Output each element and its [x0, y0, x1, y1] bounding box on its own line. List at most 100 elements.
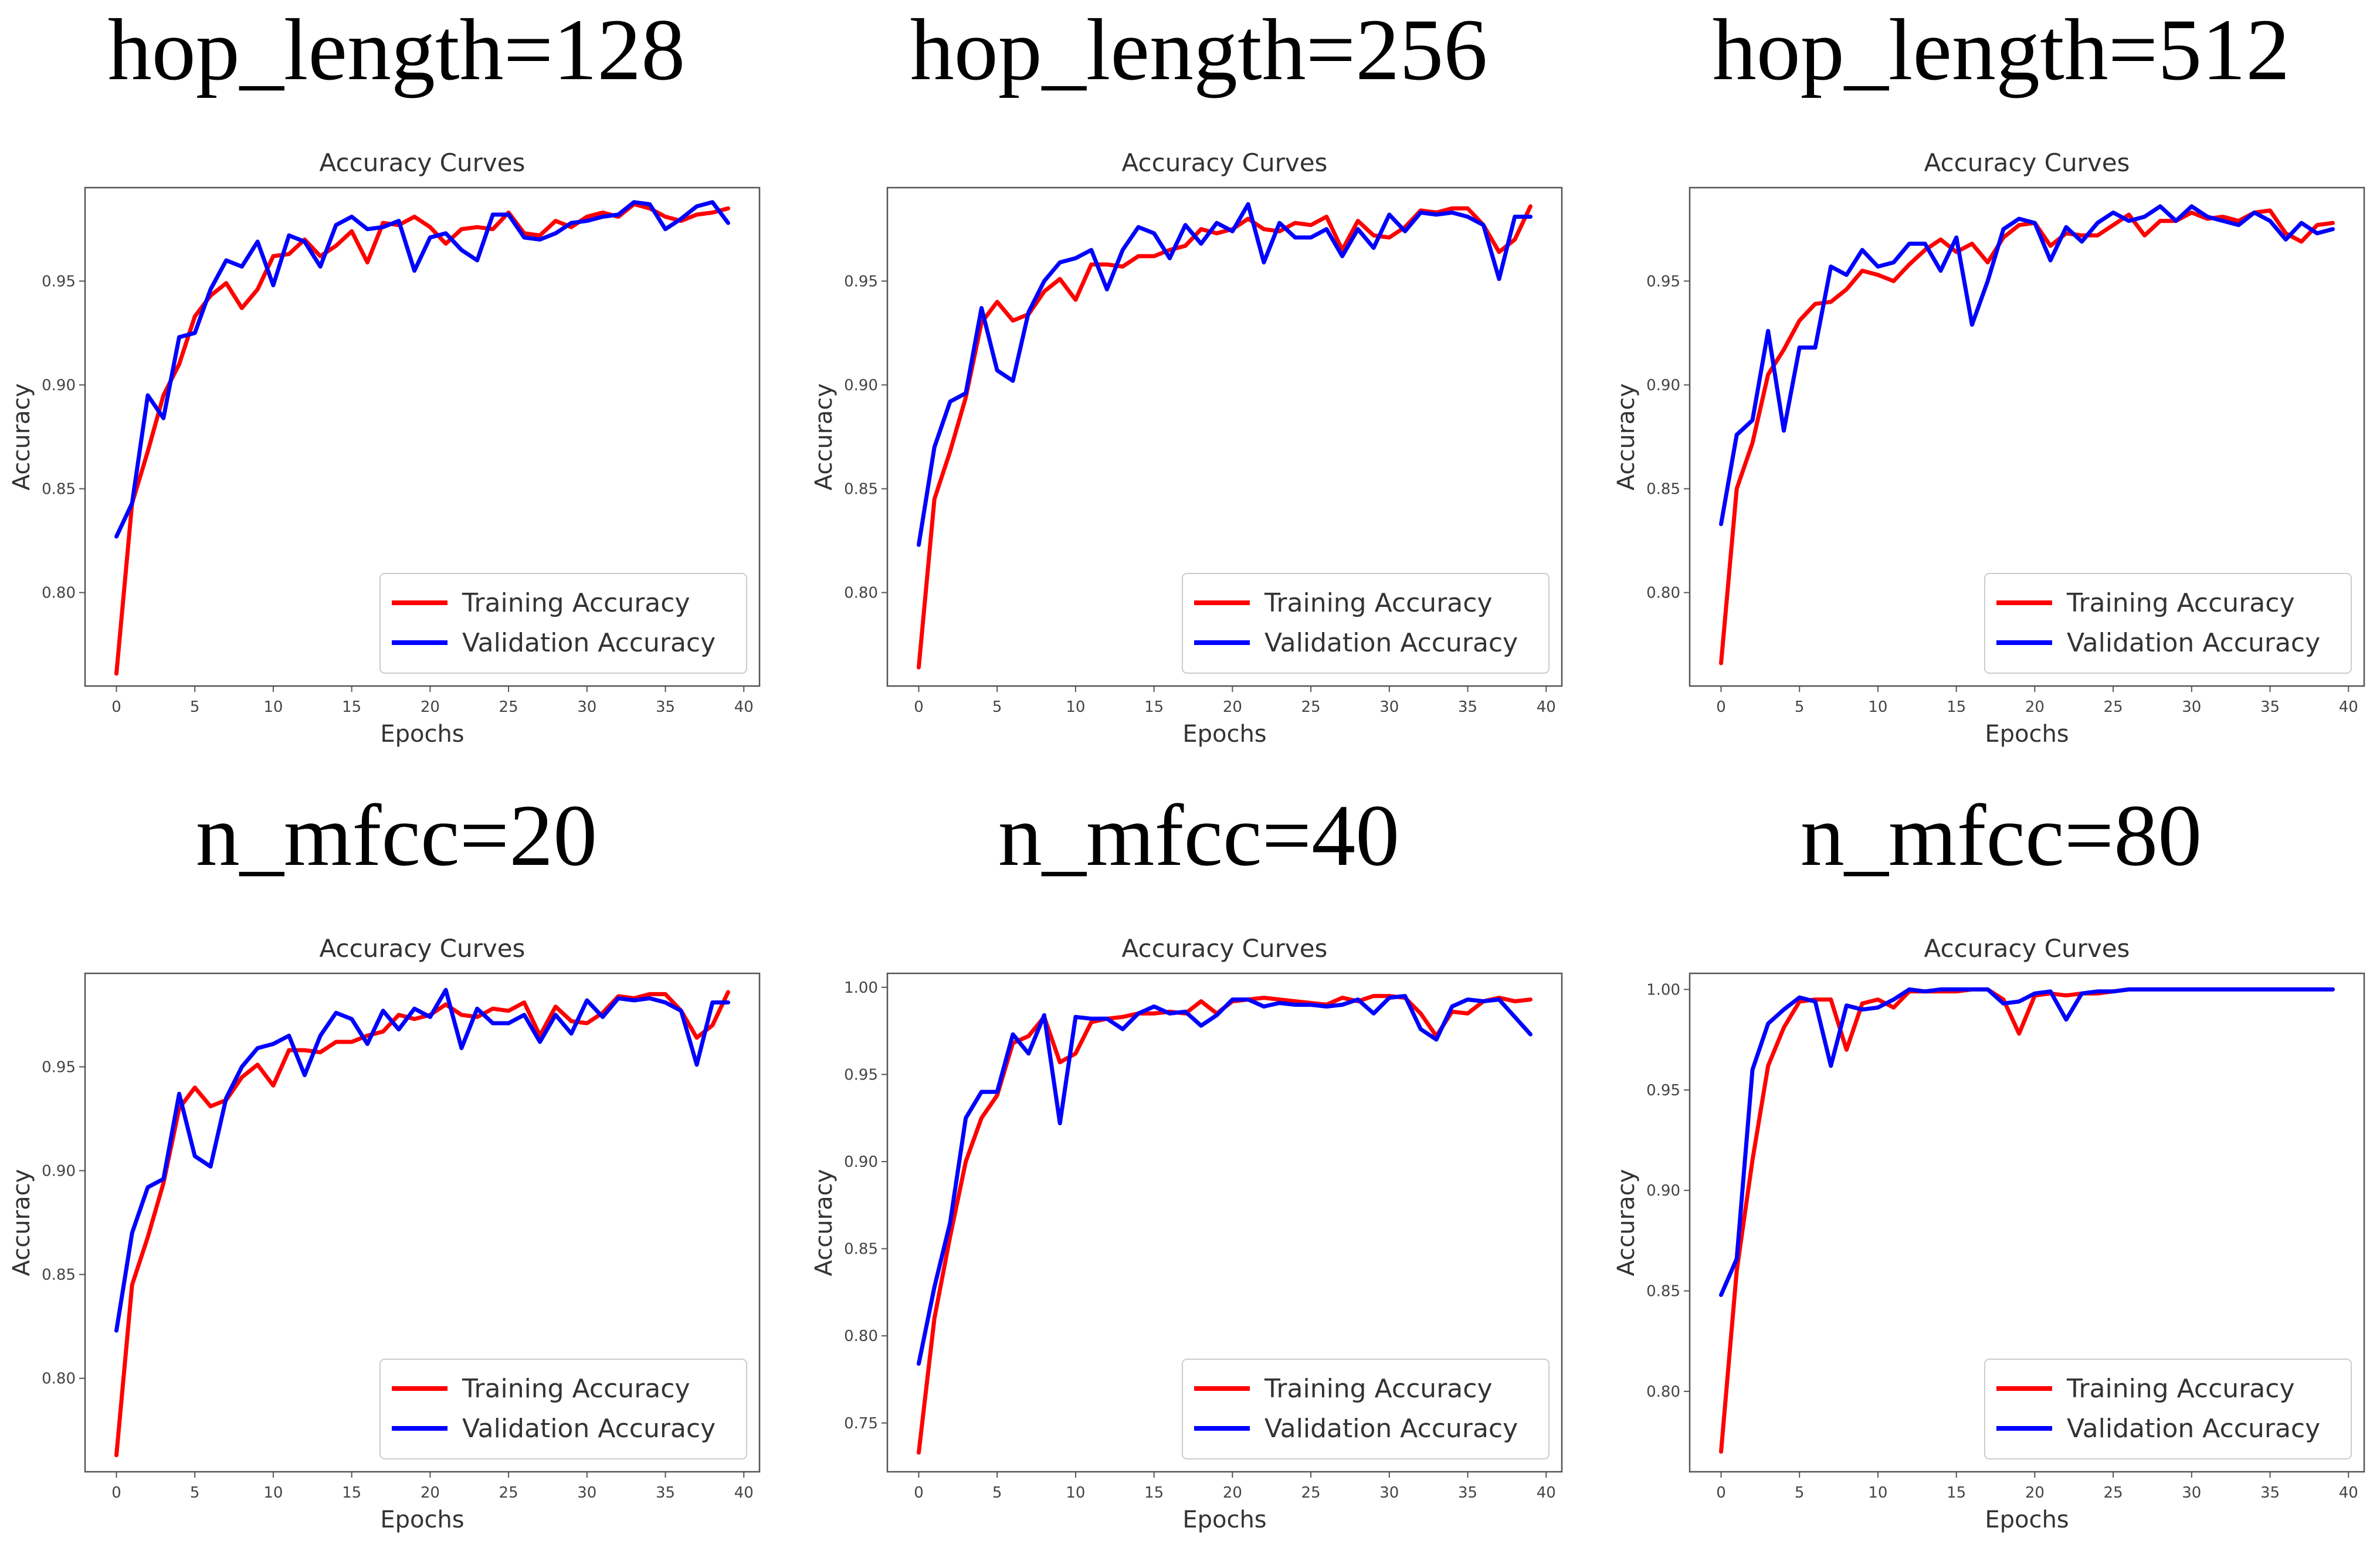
legend-label: Validation Accuracy — [462, 1414, 716, 1444]
y-tick-label: 0.90 — [844, 376, 878, 394]
panel-title: n_mfcc=80 — [1800, 787, 2202, 884]
y-axis-label: Accuracy — [1613, 1169, 1640, 1277]
y-axis-label: Accuracy — [811, 1169, 838, 1277]
y-tick-label: 0.95 — [844, 1066, 878, 1084]
x-tick-label: 40 — [734, 1484, 754, 1502]
y-tick-label: 0.90 — [1646, 376, 1680, 394]
legend-label: Training Accuracy — [1264, 1374, 1492, 1404]
y-tick-label: 0.95 — [844, 273, 878, 290]
y-tick-label: 0.90 — [1646, 1182, 1680, 1200]
x-tick-label: 25 — [2104, 1484, 2123, 1502]
legend-label: Validation Accuracy — [2067, 1414, 2320, 1444]
x-tick-label: 5 — [992, 698, 1002, 716]
y-tick-label: 0.85 — [42, 1267, 76, 1284]
x-tick-label: 0 — [111, 1484, 121, 1502]
y-tick-label: 0.85 — [1646, 1283, 1680, 1301]
y-tick-label: 0.80 — [42, 585, 76, 602]
legend-label: Training Accuracy — [462, 1374, 690, 1404]
series-line — [114, 200, 730, 539]
x-axis-label: Epochs — [1985, 1506, 2069, 1533]
legend-label: Validation Accuracy — [1264, 1414, 1518, 1444]
legend-label: Training Accuracy — [462, 588, 690, 618]
x-tick-label: 20 — [1223, 1484, 1242, 1502]
y-tick-label: 0.80 — [1646, 1383, 1680, 1401]
accuracy-chart: Accuracy Curves 0 5 10 15 20 25 30 35 40 0.80 0.85 0… — [8, 148, 761, 748]
x-tick-label: 35 — [2260, 1484, 2280, 1502]
chart-title: Accuracy Curves — [1924, 148, 2130, 177]
chart-panel-mfcc-40: n_mfcc=40 Accuracy Curves 0 5 10 15 20 25 30 35 4… — [802, 786, 1595, 1548]
x-axis-label: Epochs — [1182, 1506, 1266, 1533]
legend-box — [379, 1359, 747, 1459]
x-tick-label: 20 — [2025, 698, 2045, 716]
chart-panel-hop-512: hop_length=512 Accuracy Curves 0 5 10 15 20 25… — [1605, 0, 2380, 762]
y-tick-label: 0.90 — [42, 1162, 76, 1180]
x-tick-label: 10 — [263, 698, 283, 716]
x-tick-label: 15 — [342, 698, 361, 716]
x-tick-label: 40 — [1537, 698, 1556, 716]
y-tick-label: 0.90 — [42, 376, 76, 394]
x-tick-label: 5 — [190, 698, 200, 716]
x-tick-label: 40 — [2339, 1484, 2358, 1502]
y-axis-label: Accuracy — [8, 1169, 35, 1277]
legend-label: Training Accuracy — [2066, 1374, 2294, 1404]
x-tick-label: 5 — [1795, 1484, 1805, 1502]
y-tick-label: 0.95 — [42, 273, 76, 290]
y-axis-label: Accuracy — [8, 383, 35, 491]
chart-panel-mfcc-20: n_mfcc=20 Accuracy Curves 0 5 10 15 20 25 30 35 4… — [0, 786, 793, 1548]
y-axis-label: Accuracy — [1613, 383, 1640, 491]
legend-label: Validation Accuracy — [2067, 628, 2320, 658]
y-axis-label: Accuracy — [811, 383, 838, 491]
x-tick-label: 0 — [111, 698, 121, 716]
accuracy-chart: Accuracy Curves 0 5 10 15 20 25 30 35 40 0.80 0.85 0… — [811, 148, 1563, 748]
panel-title: hop_length=128 — [107, 1, 686, 99]
x-tick-label: 25 — [2104, 698, 2123, 716]
x-tick-label: 20 — [1223, 698, 1242, 716]
x-tick-label: 10 — [263, 1484, 283, 1502]
y-tick-label: 0.85 — [844, 481, 878, 498]
x-axis-label: Epochs — [1182, 721, 1266, 748]
x-tick-label: 15 — [1144, 698, 1164, 716]
chart-title: Accuracy Curves — [320, 148, 526, 177]
x-tick-label: 35 — [2260, 698, 2280, 716]
x-tick-label: 15 — [1144, 1484, 1164, 1502]
chart-panel-hop-256: hop_length=256 Accuracy Curves 0 5 10 15 20 25… — [802, 0, 1595, 762]
x-tick-label: 25 — [499, 1484, 518, 1502]
x-tick-label: 15 — [342, 1484, 361, 1502]
legend-box — [379, 573, 747, 674]
legend-box — [1984, 573, 2352, 674]
y-tick-label: 0.95 — [1646, 273, 1680, 290]
x-axis-label: Epochs — [1985, 721, 2069, 748]
panel-title: hop_length=512 — [1712, 1, 2290, 99]
x-tick-label: 10 — [1868, 1484, 1887, 1502]
x-tick-label: 30 — [577, 1484, 596, 1502]
legend-label: Training Accuracy — [1264, 588, 1492, 618]
x-tick-label: 40 — [734, 698, 754, 716]
x-tick-label: 0 — [1716, 1484, 1726, 1502]
chart-title: Accuracy Curves — [1122, 934, 1328, 963]
series-line — [917, 994, 1533, 1366]
x-tick-label: 10 — [1066, 1484, 1085, 1502]
panel-title: n_mfcc=20 — [195, 787, 598, 884]
y-tick-label: 0.85 — [42, 481, 76, 498]
accuracy-chart: Accuracy Curves 0 5 10 15 20 25 30 35 40 0.80 0.85 0… — [1613, 934, 2365, 1533]
accuracy-chart: Accuracy Curves 0 5 10 15 20 25 30 35 40 0.75 0.80 0… — [811, 934, 1563, 1533]
y-tick-label: 0.90 — [844, 1153, 878, 1171]
x-tick-label: 25 — [1301, 1484, 1321, 1502]
x-tick-label: 0 — [1716, 698, 1726, 716]
y-tick-label: 0.85 — [844, 1241, 878, 1258]
x-tick-label: 30 — [2182, 1484, 2201, 1502]
x-tick-label: 10 — [1066, 698, 1085, 716]
x-tick-label: 20 — [421, 1484, 440, 1502]
x-tick-label: 15 — [1947, 698, 1966, 716]
legend-box — [1182, 1359, 1550, 1459]
x-tick-label: 30 — [1379, 1484, 1399, 1502]
x-tick-label: 40 — [1537, 1484, 1556, 1502]
legend-box — [1182, 573, 1550, 674]
y-tick-label: 0.95 — [1646, 1082, 1680, 1099]
x-axis-label: Epochs — [380, 1506, 464, 1533]
x-tick-label: 5 — [190, 1484, 200, 1502]
x-tick-label: 5 — [1795, 698, 1805, 716]
x-tick-label: 30 — [577, 698, 596, 716]
y-tick-label: 1.00 — [844, 979, 878, 997]
